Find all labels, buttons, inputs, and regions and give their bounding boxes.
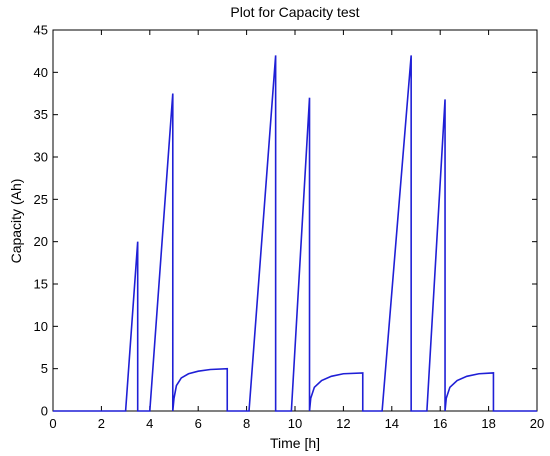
y-tick-label: 40: [34, 65, 48, 80]
y-tick-label: 5: [41, 361, 48, 376]
x-axis-label: Time [h]: [270, 435, 320, 451]
x-tick-label: 0: [49, 416, 56, 431]
x-tick-label: 8: [243, 416, 250, 431]
y-tick-label: 45: [34, 23, 48, 38]
x-tick-label: 10: [288, 416, 302, 431]
x-tick-label: 20: [530, 416, 544, 431]
y-tick-label: 20: [34, 234, 48, 249]
y-tick-label: 10: [34, 319, 48, 334]
x-tick-label: 4: [146, 416, 153, 431]
y-tick-label: 0: [41, 404, 48, 419]
x-tick-label: 2: [98, 416, 105, 431]
y-tick-label: 35: [34, 107, 48, 122]
x-tick-label: 14: [385, 416, 399, 431]
y-tick-label: 30: [34, 150, 48, 165]
y-tick-label: 15: [34, 277, 48, 292]
chart-title: Plot for Capacity test: [230, 4, 359, 20]
x-tick-label: 16: [433, 416, 447, 431]
x-tick-label: 12: [336, 416, 350, 431]
x-tick-label: 6: [195, 416, 202, 431]
x-axis: 0 2 4 6 8 10 12 14 16 18 20: [49, 30, 544, 431]
y-axis: 0 5 10 15 20 25 30 35 40 45: [34, 23, 537, 419]
x-tick-label: 18: [481, 416, 495, 431]
y-axis-label: Capacity (Ah): [8, 179, 24, 264]
y-tick-label: 25: [34, 192, 48, 207]
capacity-series-line: [53, 55, 537, 412]
